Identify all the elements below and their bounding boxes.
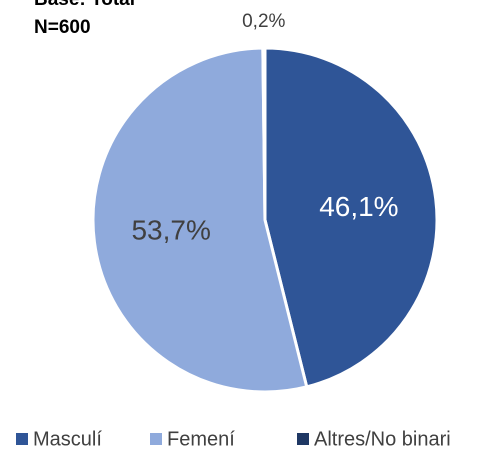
- legend-label: Altres/No binari: [314, 428, 451, 450]
- legend-swatch: [16, 433, 28, 445]
- legend-label: Femení: [167, 428, 235, 450]
- chart-subtitle: N=600: [34, 17, 91, 38]
- pie-slice: [261, 46, 267, 221]
- legend-swatch: [297, 433, 309, 445]
- legend-swatch: [150, 433, 162, 445]
- data-label: 0,2%: [242, 11, 285, 32]
- data-label: 46,1%: [319, 191, 398, 222]
- data-label: 53,7%: [131, 215, 210, 246]
- legend-label: Masculí: [33, 428, 102, 450]
- chart-title: Base: Total: [34, 0, 135, 10]
- pie-slice: [91, 46, 309, 394]
- pie-slice: [263, 46, 439, 389]
